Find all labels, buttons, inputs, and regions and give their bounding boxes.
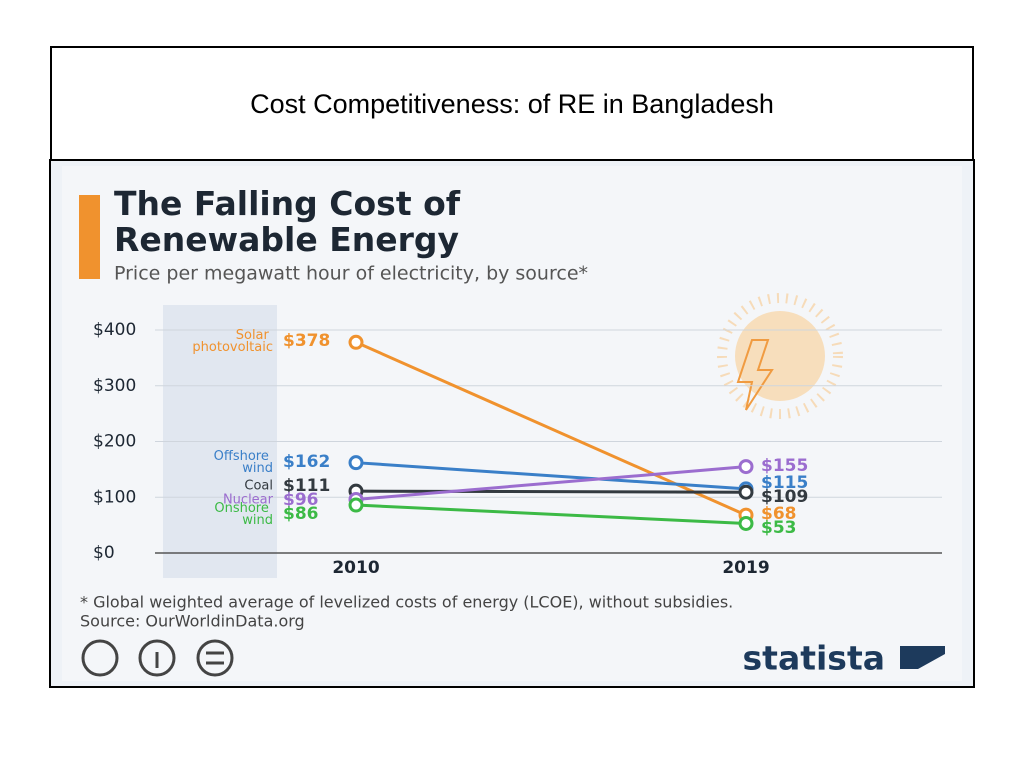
sun-icon xyxy=(717,293,843,419)
series-name: Onshore wind xyxy=(214,501,273,528)
series-line xyxy=(355,489,747,494)
x-tick-label: 2010 xyxy=(332,558,379,578)
series-line xyxy=(355,340,747,517)
cc-icon xyxy=(81,639,119,677)
chart-title: The Falling Cost of Renewable Energy xyxy=(114,184,472,259)
value-label: $68 xyxy=(761,504,797,524)
license-icons xyxy=(81,639,234,677)
value-label: $155 xyxy=(761,456,808,476)
title-box xyxy=(50,46,974,161)
value-label: $111 xyxy=(283,476,330,496)
sun-rays xyxy=(717,293,843,419)
series-name: Coal xyxy=(244,479,273,494)
y-tick-label: $0 xyxy=(93,543,115,563)
sun-disc xyxy=(735,311,825,401)
point xyxy=(348,455,364,471)
series-name: Solar photovoltaic xyxy=(192,328,273,355)
footnote: * Global weighted average of levelized c… xyxy=(80,593,733,612)
value-label: $378 xyxy=(283,331,330,351)
value-label: $86 xyxy=(283,504,319,524)
value-label: $109 xyxy=(761,487,808,507)
chart-subtitle: Price per megawatt hour of electricity, … xyxy=(114,263,588,285)
value-label: $115 xyxy=(761,473,808,493)
brand: statista xyxy=(743,639,885,678)
y-tick-label: $100 xyxy=(93,487,136,507)
series-line xyxy=(355,465,747,501)
nd-icon xyxy=(196,639,234,677)
by-icon xyxy=(138,639,176,677)
point xyxy=(738,484,754,500)
bolt xyxy=(736,339,774,411)
series-name: Nuclear xyxy=(223,493,274,508)
x-tick-label: 2019 xyxy=(722,558,769,578)
title-accent xyxy=(79,195,100,279)
point xyxy=(738,459,754,475)
value-label: $162 xyxy=(283,452,330,472)
point xyxy=(348,497,364,513)
point xyxy=(738,515,754,531)
value-label: $53 xyxy=(761,518,797,538)
value-label: $96 xyxy=(283,490,319,510)
plot: $0 $100 $200 $300 $400 2010 2019 Solar photovol… xyxy=(93,320,942,578)
series-line xyxy=(355,503,747,525)
y-tick-label: $300 xyxy=(93,376,136,396)
source: Source: OurWorldinData.org xyxy=(80,612,305,631)
y-tick-label: $400 xyxy=(93,320,136,340)
brand-logo xyxy=(900,646,945,669)
y-tick-label: $200 xyxy=(93,432,136,452)
slide-title: Cost Competitiveness: of RE in Banglades… xyxy=(250,89,774,119)
series-name: Offshore wind xyxy=(214,449,273,476)
point xyxy=(348,334,364,350)
series-line xyxy=(355,461,747,491)
